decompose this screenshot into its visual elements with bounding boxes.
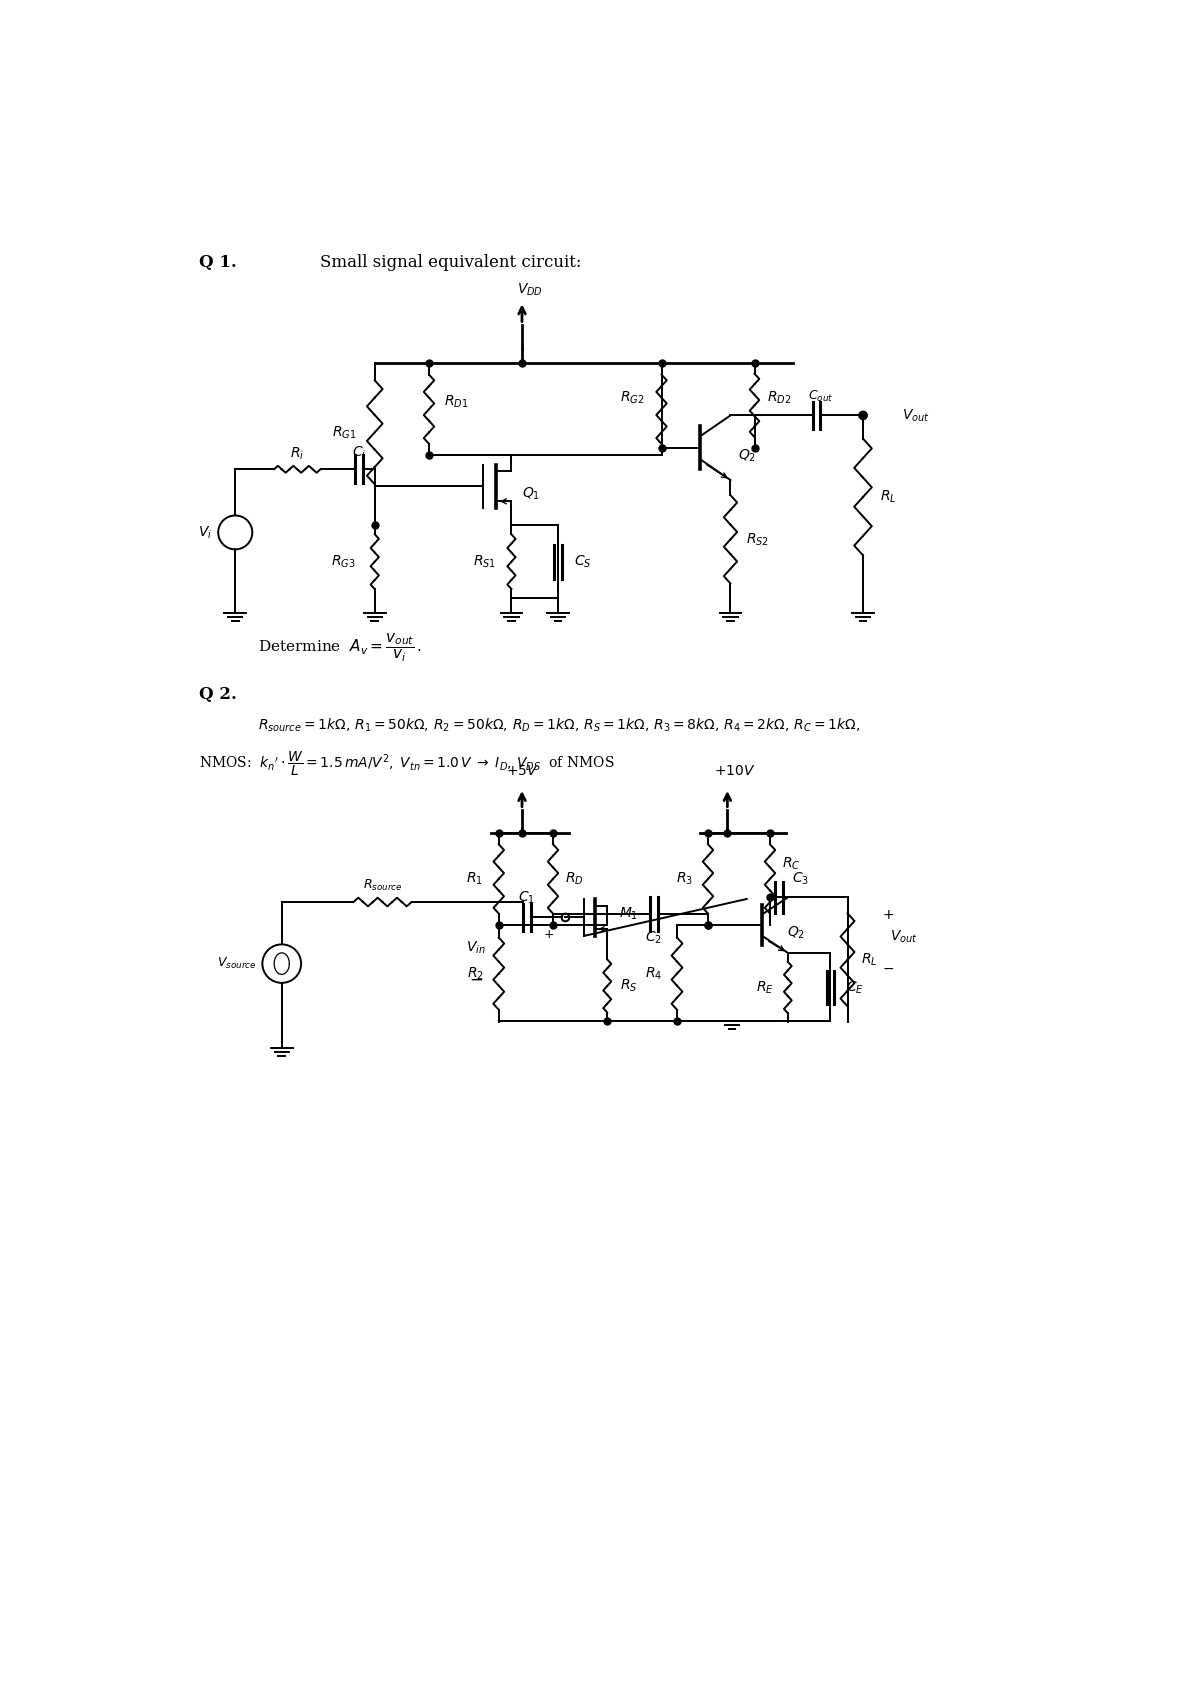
Text: $R_L$: $R_L$ bbox=[860, 952, 877, 967]
Text: $V_{source}$: $V_{source}$ bbox=[217, 955, 256, 971]
Text: $R_1$: $R_1$ bbox=[466, 871, 482, 888]
Text: $R_{source}$: $R_{source}$ bbox=[362, 877, 402, 893]
Text: $C_1$: $C_1$ bbox=[518, 889, 535, 906]
Text: $+$: $+$ bbox=[882, 908, 894, 921]
Text: $R_L$: $R_L$ bbox=[880, 489, 896, 506]
Text: $V_{out}$: $V_{out}$ bbox=[890, 928, 918, 945]
Text: Q 2.: Q 2. bbox=[199, 686, 236, 703]
Text: $Q_2$: $Q_2$ bbox=[786, 925, 805, 942]
Text: $R_4$: $R_4$ bbox=[646, 966, 662, 983]
Text: $-$: $-$ bbox=[469, 971, 484, 988]
Text: $V_{out}$: $V_{out}$ bbox=[901, 407, 930, 424]
Text: $R_C$: $R_C$ bbox=[782, 855, 800, 872]
Text: $V_{in}$: $V_{in}$ bbox=[467, 940, 486, 957]
Text: $C_S$: $C_S$ bbox=[574, 553, 592, 570]
Text: Determine  $A_v = \dfrac{v_{out}}{v_i}\,.$: Determine $A_v = \dfrac{v_{out}}{v_i}\,.… bbox=[258, 631, 422, 664]
Text: $C_3$: $C_3$ bbox=[792, 871, 810, 888]
Text: $C_2$: $C_2$ bbox=[646, 930, 662, 947]
Text: $Q_1$: $Q_1$ bbox=[522, 485, 540, 502]
Text: NMOS:  $k_n{'}\cdot\dfrac{W}{L} = 1.5\,mA/V^2,\; V_{tn} = 1.0\,V\;\rightarrow\; : NMOS: $k_n{'}\cdot\dfrac{W}{L} = 1.5\,mA… bbox=[199, 750, 614, 777]
Text: $R_S$: $R_S$ bbox=[620, 977, 637, 994]
Text: $Q_2$: $Q_2$ bbox=[738, 448, 756, 463]
Text: $R_D$: $R_D$ bbox=[565, 871, 584, 888]
Text: $R_{D2}$: $R_{D2}$ bbox=[767, 390, 792, 406]
Text: $R_{G2}$: $R_{G2}$ bbox=[620, 390, 644, 406]
Text: $R_{G1}$: $R_{G1}$ bbox=[331, 424, 356, 441]
Text: $+10V$: $+10V$ bbox=[714, 764, 756, 779]
Text: $C_{out}$: $C_{out}$ bbox=[808, 389, 833, 404]
Text: Q 1.: Q 1. bbox=[199, 255, 236, 272]
Text: Small signal equivalent circuit:: Small signal equivalent circuit: bbox=[320, 255, 582, 272]
Text: $C_i$: $C_i$ bbox=[352, 445, 366, 460]
Text: $R_{S1}$: $R_{S1}$ bbox=[473, 553, 496, 570]
Text: $V_{DD}$: $V_{DD}$ bbox=[517, 282, 542, 299]
Text: $R_{G3}$: $R_{G3}$ bbox=[331, 553, 356, 570]
Text: $R_2$: $R_2$ bbox=[467, 966, 484, 983]
Text: $V_i$: $V_i$ bbox=[198, 524, 212, 541]
Text: $+$: $+$ bbox=[542, 928, 554, 940]
Text: $R_{source} = 1k\Omega,\, R_1 = 50k\Omega,\, R_2 = 50k\Omega,\, R_D = 1k\Omega,\: $R_{source} = 1k\Omega,\, R_1 = 50k\Omeg… bbox=[258, 716, 860, 733]
Text: $R_{S2}$: $R_{S2}$ bbox=[746, 531, 769, 548]
Text: $R_E$: $R_E$ bbox=[756, 979, 774, 996]
Text: $R_i$: $R_i$ bbox=[290, 446, 305, 462]
Text: $M_1$: $M_1$ bbox=[619, 906, 638, 921]
Text: $-$: $-$ bbox=[882, 961, 894, 974]
Text: $R_3$: $R_3$ bbox=[677, 871, 694, 888]
Text: $+5V$: $+5V$ bbox=[505, 764, 539, 779]
Text: $C_E$: $C_E$ bbox=[846, 979, 864, 996]
Text: $R_{D1}$: $R_{D1}$ bbox=[444, 394, 468, 409]
